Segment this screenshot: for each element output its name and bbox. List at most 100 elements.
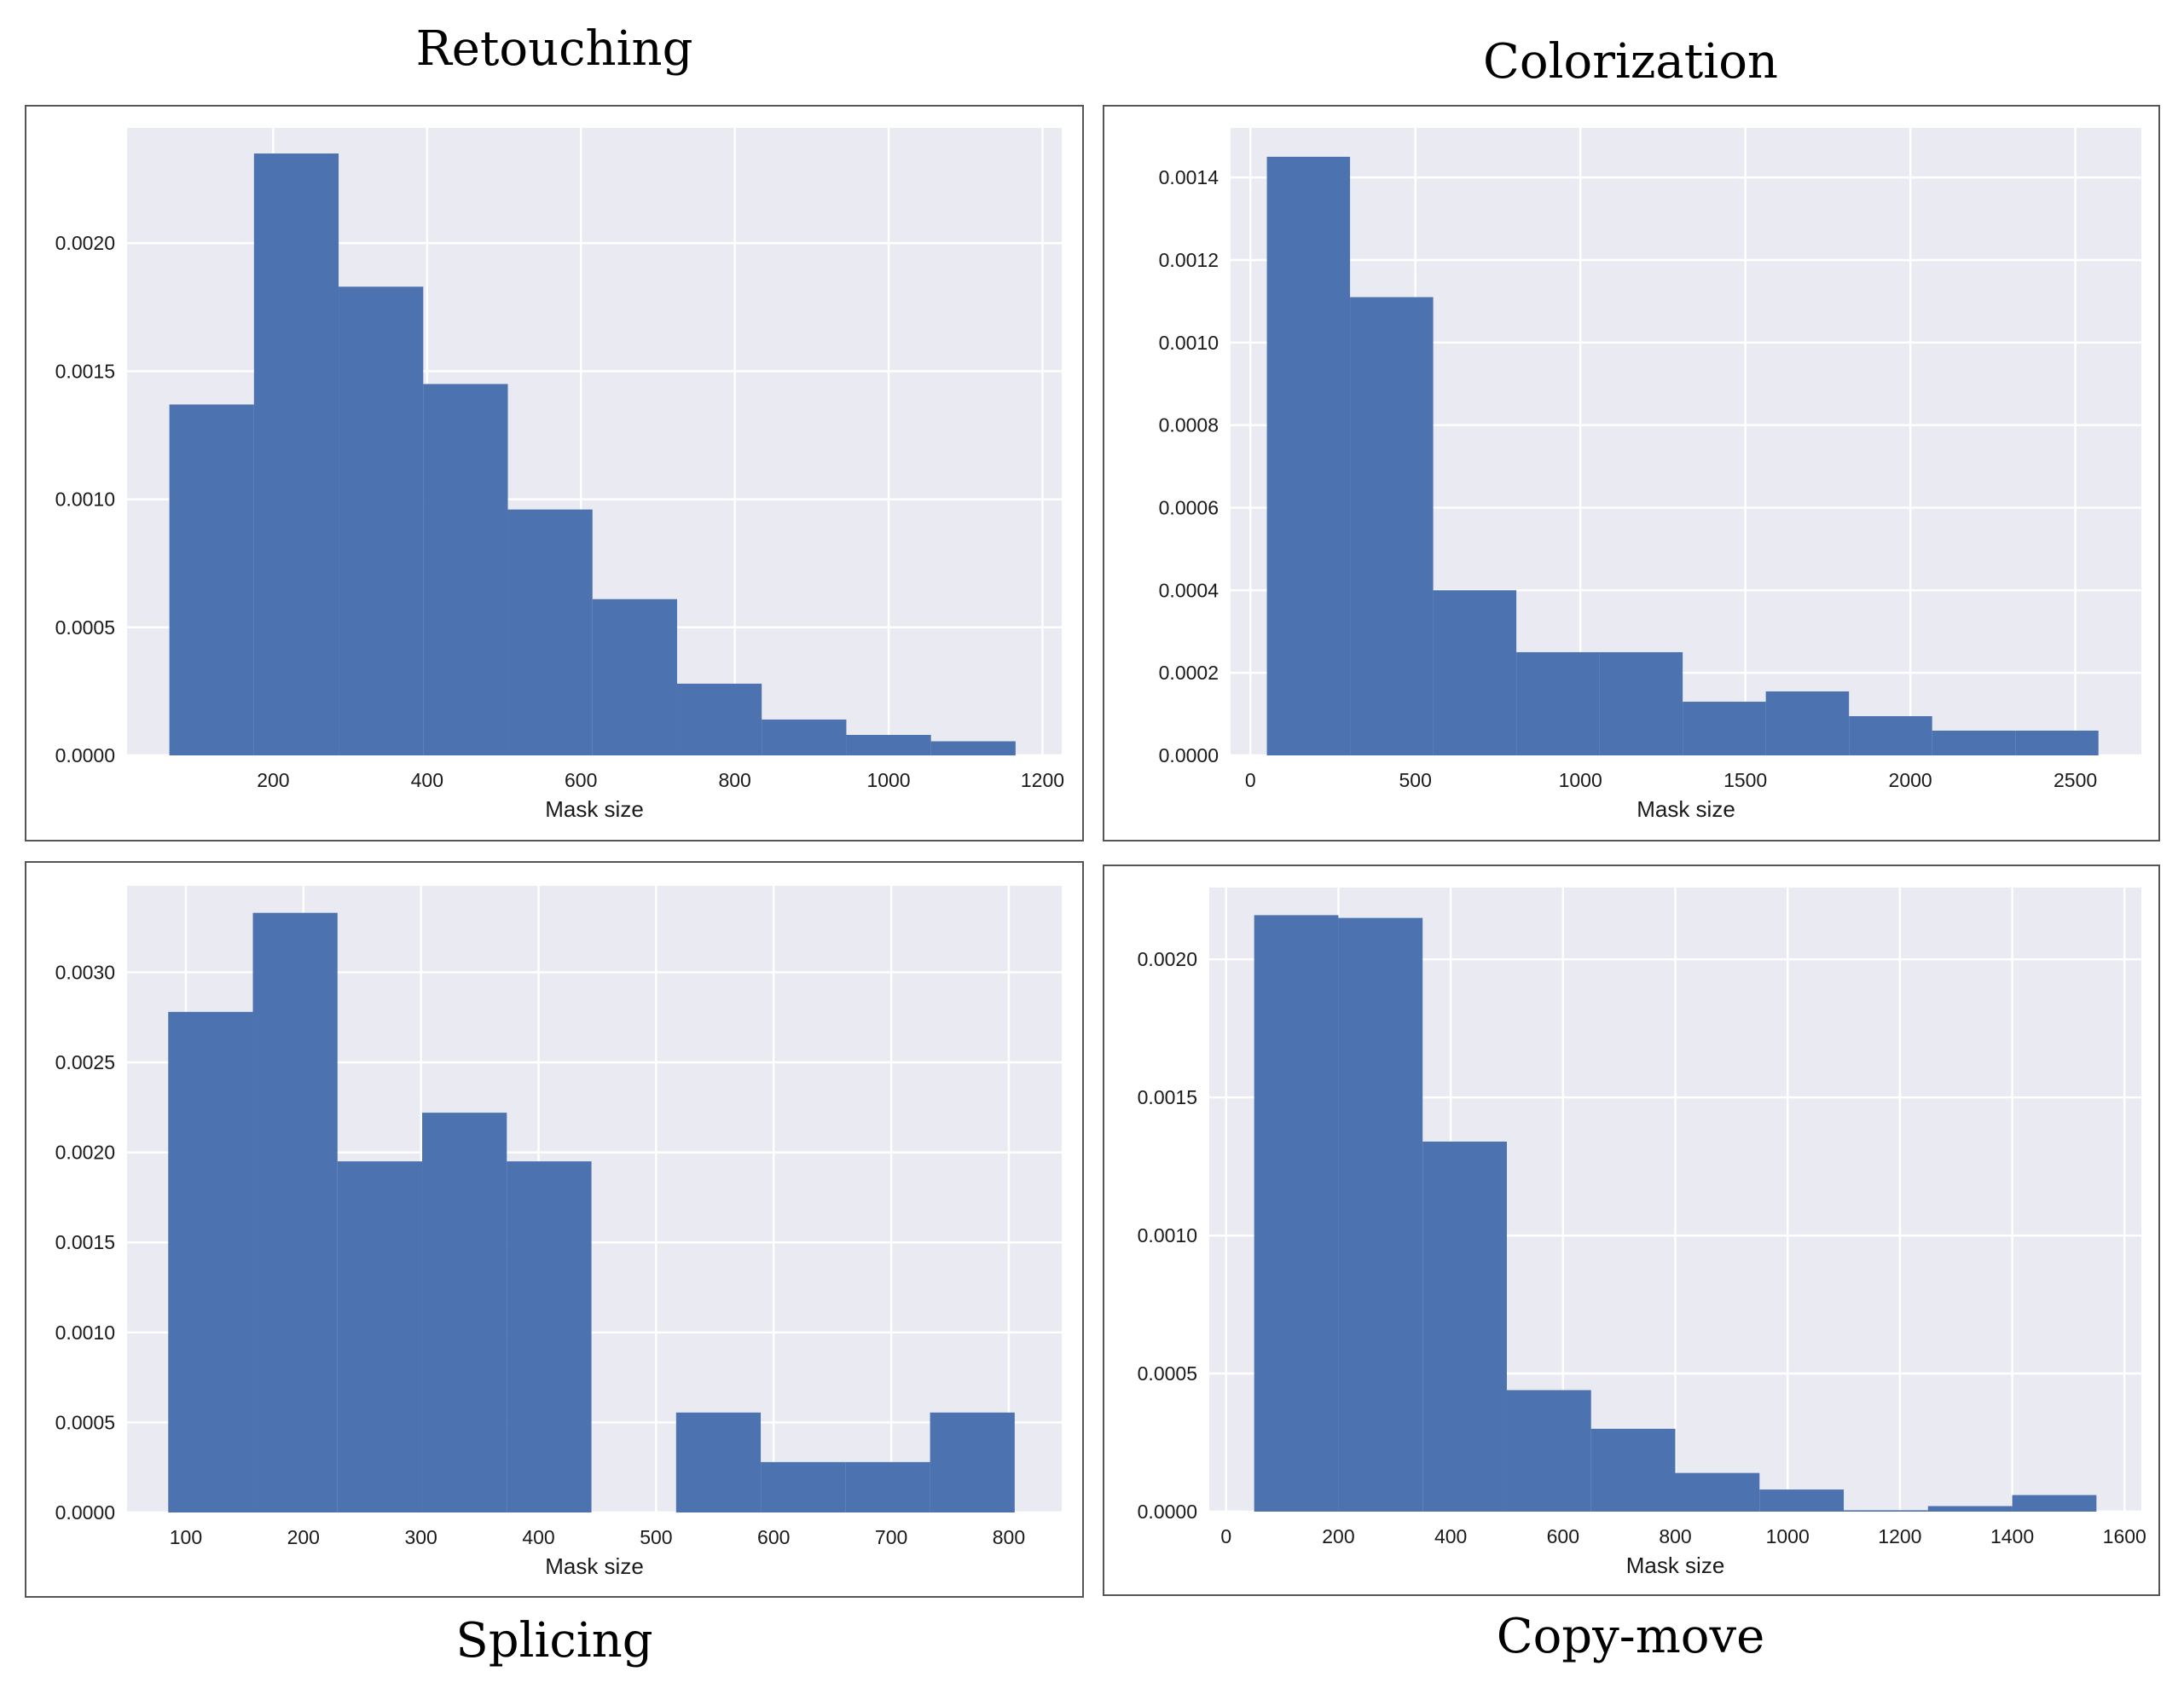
plot-retouching: 200 400 600 800 1000 1200 0.0000 0.0005 0.0010 0.… bbox=[55, 128, 1064, 822]
y-tick-label: 0.0012 bbox=[1159, 249, 1219, 271]
x-tick-label: 1500 bbox=[1723, 769, 1767, 791]
x-tick-label: 2000 bbox=[1889, 769, 1932, 791]
x-tick-label: 1600 bbox=[2103, 1525, 2146, 1547]
x-tick-label: 0 bbox=[1245, 769, 1256, 791]
panel-title-copy-move: Copy-move bbox=[1497, 1609, 1765, 1664]
histogram-bar bbox=[1516, 651, 1600, 755]
x-axis-label: Mask size bbox=[545, 1553, 644, 1579]
y-tick-label: 0.0030 bbox=[55, 961, 115, 983]
y-tick-label: 0.0010 bbox=[1138, 1224, 1197, 1246]
y-tick-label: 0.0006 bbox=[1159, 496, 1219, 518]
x-tick-label: 2500 bbox=[2054, 769, 2097, 791]
x-tick-label: 700 bbox=[875, 1526, 907, 1548]
histogram-bar bbox=[762, 719, 847, 755]
y-tick-label: 0.0020 bbox=[1138, 948, 1197, 970]
y-tick-label: 0.0020 bbox=[55, 1142, 115, 1164]
y-tick-label: 0.0000 bbox=[55, 744, 115, 766]
histogram-bar bbox=[1590, 1428, 1676, 1512]
histogram-bar bbox=[422, 1113, 507, 1512]
y-tick-label: 0.0000 bbox=[1159, 744, 1219, 766]
histogram-bar bbox=[1932, 730, 2016, 755]
histogram-bar bbox=[507, 509, 593, 755]
x-tick-label: 400 bbox=[1434, 1525, 1467, 1547]
histogram-bar bbox=[1599, 651, 1683, 755]
histogram-bar bbox=[930, 741, 1016, 755]
panel-title-colorization: Colorization bbox=[1483, 34, 1778, 90]
histogram-bar bbox=[761, 1461, 846, 1512]
x-tick-label: 1200 bbox=[1021, 769, 1064, 791]
x-tick-label: 600 bbox=[757, 1526, 790, 1548]
y-tick-label: 0.0000 bbox=[55, 1501, 115, 1524]
y-tick-label: 0.0010 bbox=[55, 489, 115, 511]
histogram-bar bbox=[1759, 1489, 1845, 1512]
x-tick-label: 800 bbox=[993, 1526, 1025, 1548]
x-tick-label: 200 bbox=[287, 1526, 320, 1548]
histogram-bar bbox=[169, 404, 254, 755]
panel-title-retouching: Retouching bbox=[416, 21, 693, 77]
x-tick-label: 1200 bbox=[1878, 1525, 1921, 1547]
histogram-bar bbox=[1506, 1390, 1591, 1512]
x-tick-label: 0 bbox=[1220, 1525, 1231, 1547]
plot-colorization: 0 500 1000 1500 2000 2500 0.0000 0.0002 0.0004 0.… bbox=[1159, 128, 2141, 822]
y-tick-label: 0.0002 bbox=[1159, 662, 1219, 684]
histogram-bar bbox=[1683, 702, 1766, 755]
y-tick-label: 0.0005 bbox=[55, 616, 115, 639]
histogram-bar bbox=[168, 1011, 253, 1512]
histogram-bar bbox=[1765, 691, 1850, 755]
histogram-bar bbox=[1266, 156, 1351, 756]
x-tick-label: 1000 bbox=[866, 769, 910, 791]
y-tick-label: 0.0008 bbox=[1159, 414, 1219, 437]
x-tick-label: 800 bbox=[1659, 1525, 1691, 1547]
histogram-bar bbox=[2015, 730, 2099, 755]
y-tick-label: 0.0010 bbox=[55, 1322, 115, 1344]
histogram-bar bbox=[253, 153, 339, 755]
histogram-bar bbox=[846, 734, 931, 755]
y-tick-label: 0.0014 bbox=[1159, 166, 1219, 188]
x-tick-label: 800 bbox=[718, 769, 750, 791]
histogram-bar bbox=[845, 1461, 930, 1512]
x-tick-label: 500 bbox=[1399, 769, 1432, 791]
x-tick-label: 200 bbox=[1322, 1525, 1354, 1547]
histogram-bar bbox=[1675, 1472, 1760, 1512]
histogram-bar bbox=[1254, 915, 1339, 1512]
x-tick-label: 1000 bbox=[1559, 769, 1602, 791]
histogram-bar bbox=[1350, 297, 1434, 755]
y-tick-label: 0.0005 bbox=[1138, 1362, 1197, 1385]
y-tick-label: 0.0025 bbox=[55, 1051, 115, 1073]
histogram-bar bbox=[339, 286, 424, 755]
histogram-bar bbox=[592, 599, 677, 755]
x-tick-label: 600 bbox=[565, 769, 597, 791]
histogram-bar bbox=[1338, 917, 1423, 1512]
histogram-bar bbox=[675, 1412, 762, 1512]
x-axis-label: Mask size bbox=[545, 796, 644, 822]
histogram-bar bbox=[507, 1161, 592, 1512]
x-tick-label: 1000 bbox=[1766, 1525, 1810, 1547]
histogram-bar bbox=[1433, 590, 1517, 755]
histogram-bar bbox=[2012, 1495, 2097, 1512]
x-tick-label: 400 bbox=[522, 1526, 554, 1548]
y-tick-label: 0.0000 bbox=[1138, 1501, 1197, 1523]
histogram-bar bbox=[1422, 1141, 1507, 1512]
panel-title-splicing: Splicing bbox=[455, 1613, 652, 1669]
y-tick-label: 0.0015 bbox=[55, 360, 115, 382]
histogram-bar bbox=[337, 1161, 423, 1512]
y-tick-label: 0.0015 bbox=[55, 1231, 115, 1253]
x-axis-label: Mask size bbox=[1637, 796, 1735, 822]
x-tick-label: 300 bbox=[404, 1526, 437, 1548]
histogram-bar bbox=[423, 384, 508, 755]
histogram-bar bbox=[1927, 1506, 2013, 1512]
y-tick-label: 0.0010 bbox=[1159, 332, 1219, 354]
x-tick-label: 500 bbox=[640, 1526, 672, 1548]
x-tick-label: 200 bbox=[257, 769, 289, 791]
y-tick-label: 0.0020 bbox=[55, 232, 115, 254]
plot-copy-move: 0 200 400 600 800 1000 1200 1400 1600 0.0000 0.000… bbox=[1138, 888, 2146, 1578]
x-tick-label: 1400 bbox=[1990, 1525, 2034, 1547]
histogram-bar bbox=[252, 912, 338, 1512]
histogram-bar bbox=[1849, 716, 1932, 755]
y-tick-label: 0.0005 bbox=[55, 1411, 115, 1433]
y-tick-label: 0.0015 bbox=[1138, 1086, 1197, 1108]
plot-splicing: 100 200 300 400 500 600 700 800 0.0000 0.0005 0.00… bbox=[55, 886, 1062, 1579]
y-tick-label: 0.0004 bbox=[1159, 579, 1219, 601]
x-tick-label: 400 bbox=[411, 769, 443, 791]
